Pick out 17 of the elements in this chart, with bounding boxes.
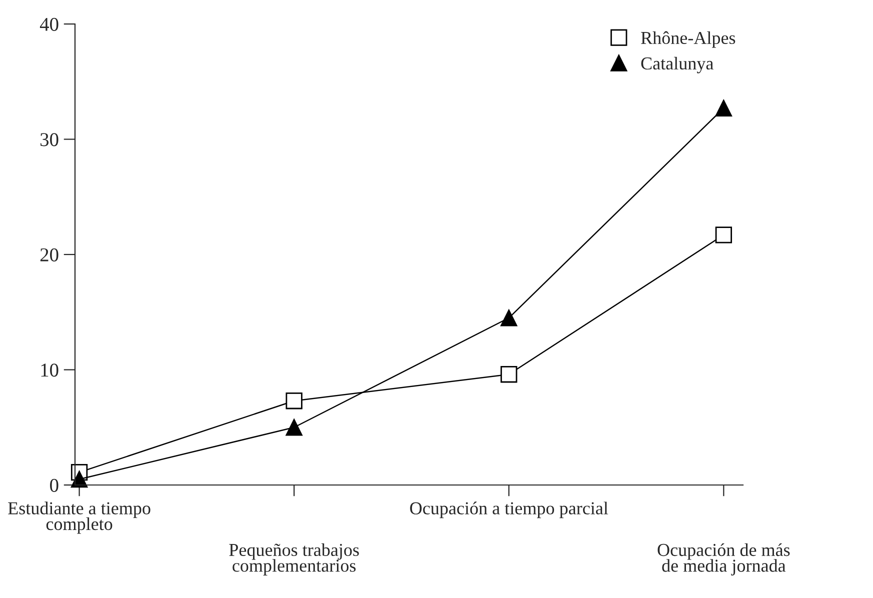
legend-label: Rhône-Alpes: [641, 31, 736, 48]
x-tick-label: Estudiante a tiempo completo: [8, 502, 150, 534]
y-tick-label: 0: [50, 478, 58, 492]
point: [286, 392, 302, 410]
y-tick-label: 40: [40, 18, 58, 31]
y-tick-label: 20: [40, 248, 58, 262]
legend-label: Catalunya: [641, 56, 714, 74]
y-tick-label: 10: [41, 364, 58, 377]
point: [286, 419, 302, 436]
x-tick-label: Ocupación a tiempo parcial: [410, 502, 608, 518]
point: [715, 100, 732, 116]
point: [500, 310, 518, 326]
x-tick-label: Ocupación de más de media jornada: [658, 543, 790, 576]
point: [500, 366, 518, 383]
y-tick-label: 30: [40, 133, 58, 146]
point: [715, 226, 732, 244]
x-tick-label: Pequeños trabajos complementarios: [229, 543, 359, 576]
